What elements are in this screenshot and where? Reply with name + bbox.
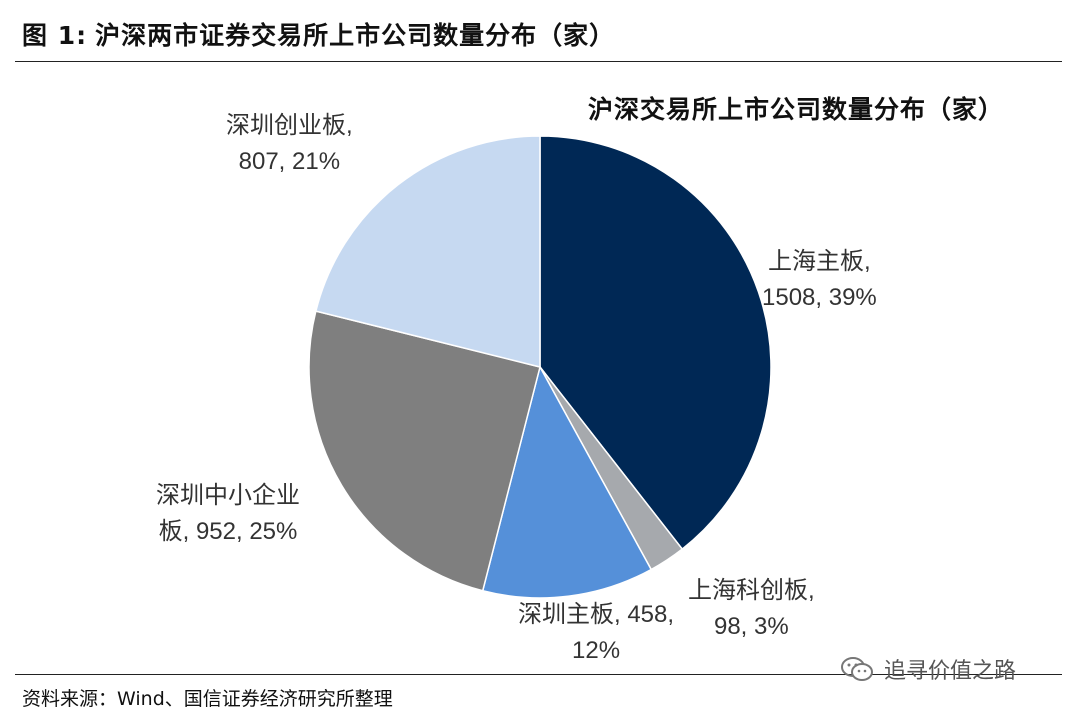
slice-label-1-line1: 上海科创板, [688, 577, 815, 604]
watermark-text: 追寻价值之路 [884, 659, 1017, 684]
pie-slice-4 [314, 135, 541, 368]
source-note: 资料来源：Wind、国信证券经济研究所整理 [22, 688, 393, 710]
figure-number: 图 1: [22, 21, 88, 50]
pie-slice-2 [481, 364, 653, 599]
slice-label-1: 上海科创板, 98, 3% [688, 573, 815, 645]
slice-label-2-line1: 深圳主板, 458, [518, 601, 675, 628]
slice-label-0: 上海主板, 1508, 39% [762, 244, 877, 316]
slice-label-0-line1: 上海主板, [768, 248, 871, 275]
slice-label-4-line1: 深圳创业板, [226, 112, 353, 139]
slice-label-3-line2: 板, 952, 25% [158, 518, 298, 545]
slice-label-0-line2: 1508, 39% [762, 284, 877, 311]
pie-slice-3 [308, 310, 541, 592]
slice-label-1-line2: 98, 3% [713, 613, 789, 640]
pie-slice-0 [539, 135, 772, 551]
slice-label-3: 深圳中小企业 板, 952, 25% [156, 478, 300, 550]
chart-title: 沪深交易所上市公司数量分布（家） [588, 95, 1005, 124]
slice-label-2: 深圳主板, 458, 12% [518, 597, 674, 669]
slice-label-4-line2: 807, 21% [238, 148, 341, 175]
wechat-icon [841, 657, 873, 681]
footer-rule [15, 674, 1062, 675]
slice-label-4: 深圳创业板, 807, 21% [226, 108, 353, 180]
figure-title: 沪深两市证券交易所上市公司数量分布（家） [95, 21, 616, 50]
figure-header: 图 1: 沪深两市证券交易所上市公司数量分布（家） [22, 14, 615, 54]
watermark: 追寻价值之路 [840, 653, 1016, 685]
slice-label-3-line1: 深圳中小企业 [156, 482, 300, 509]
header-rule [15, 61, 1062, 62]
slice-label-2-line2: 12% [572, 637, 621, 664]
